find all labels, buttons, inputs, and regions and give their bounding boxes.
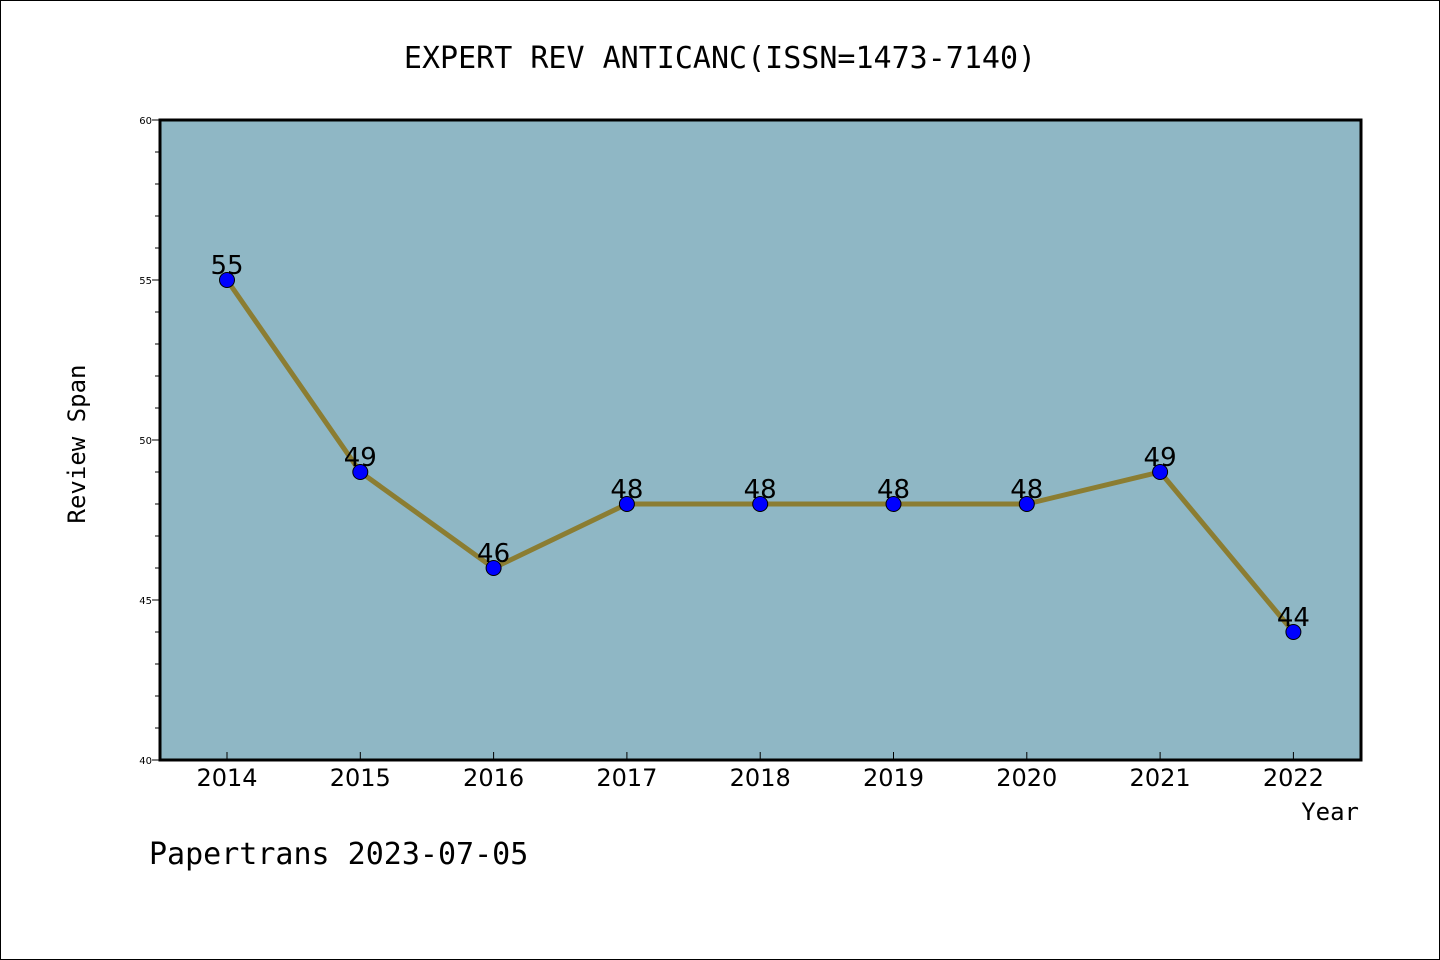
y-axis-ticks: 40 45 50 55 60 [139,116,160,767]
x-tick-label: 2021 [1130,764,1191,792]
data-label-2016: 46 [477,539,510,569]
data-label-2020: 48 [1010,475,1043,505]
y-tick-label: 45 [139,596,152,607]
x-tick-label: 2018 [730,764,791,792]
data-point-2015 [352,464,369,480]
data-label-2018: 48 [744,475,777,505]
x-tick-label: 2015 [330,764,391,792]
x-axis-label: Year [1301,798,1359,826]
data-label-2014: 55 [210,251,243,281]
data-point-2017 [618,496,635,512]
data-labels: 55 49 46 48 48 48 48 49 44 [210,251,1309,633]
y-tick-label: 60 [139,116,152,127]
x-tick-label: 2017 [596,764,657,792]
series-markers [219,272,1302,640]
data-point-2021 [1152,464,1169,480]
x-tick-label: 2022 [1263,764,1324,792]
x-axis-ticks: 2014 2015 2016 2017 2018 2019 2020 2021 2022 [196,752,1324,792]
x-tick-label: 2020 [996,764,1057,792]
y-tick-label: 50 [139,436,152,447]
plot-area [158,118,1363,762]
x-tick-label: 2016 [463,764,524,792]
data-point-2022 [1285,624,1302,640]
data-label-2021: 49 [1144,443,1177,473]
data-label-2019: 48 [877,475,910,505]
x-tick-label: 2019 [863,764,924,792]
y-tick-label: 55 [139,276,152,287]
data-label-2017: 48 [610,475,643,505]
y-tick-label: 40 [139,756,152,767]
data-point-2019 [885,496,902,512]
chart-title: EXPERT REV ANTICANC(ISSN=1473-7140) [404,41,1036,76]
x-tick-label: 2014 [196,764,257,792]
data-point-2014 [219,272,235,288]
footer-credit: Papertrans 2023-07-05 [149,837,528,872]
data-point-2018 [752,496,769,512]
data-label-2015: 49 [344,443,377,473]
data-label-2022: 44 [1277,603,1310,633]
y-minor-ticks [155,151,160,729]
y-axis-label: Review Span [63,365,91,524]
data-point-2020 [1018,496,1035,512]
data-point-2016 [485,560,502,576]
